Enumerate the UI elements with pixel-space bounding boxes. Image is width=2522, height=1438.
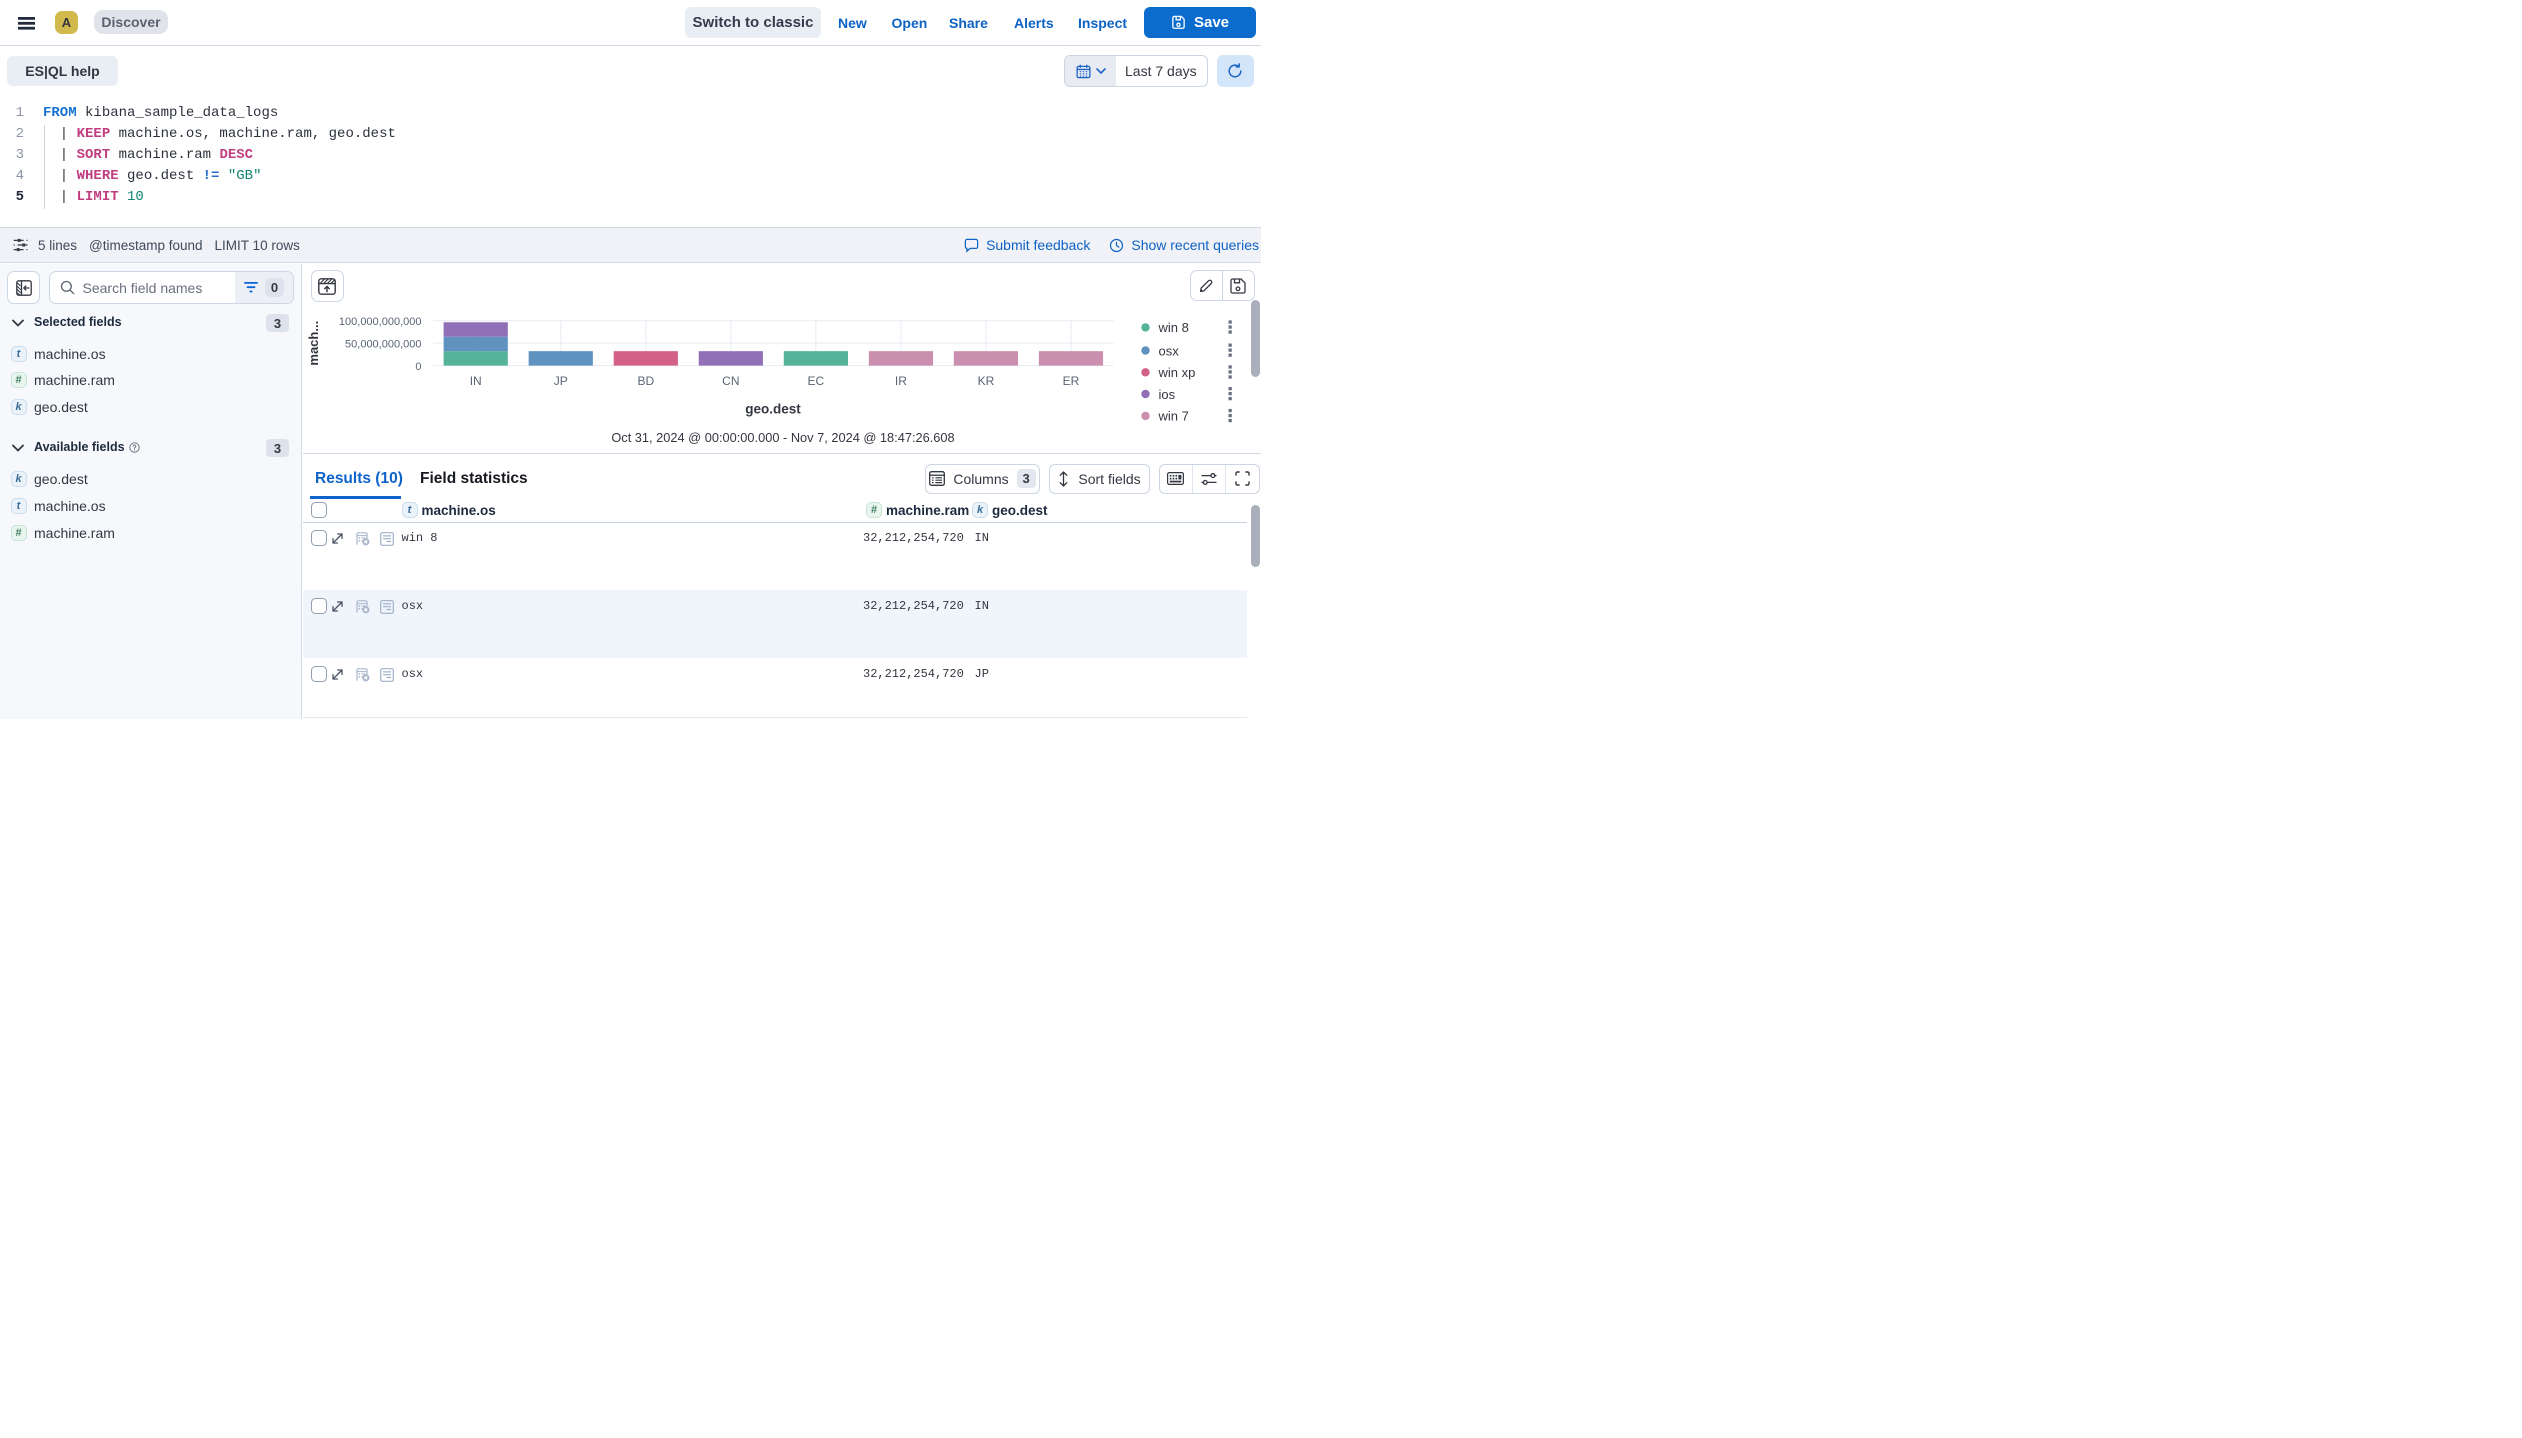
svg-text:mach...: mach... [306, 321, 321, 366]
svg-text:EC: EC [808, 374, 825, 388]
svg-text:CN: CN [722, 374, 739, 388]
svg-text:100,000,000,000: 100,000,000,000 [339, 316, 422, 328]
svg-text:BD: BD [637, 374, 654, 388]
svg-text:ER: ER [1063, 374, 1080, 388]
svg-text:IN: IN [470, 374, 482, 388]
svg-text:win 7: win 7 [1158, 409, 1189, 424]
svg-text:50,000,000,000: 50,000,000,000 [345, 338, 421, 350]
svg-text:geo.dest: geo.dest [745, 402, 801, 417]
svg-text:0: 0 [415, 361, 421, 373]
svg-text:win xp: win xp [1158, 365, 1196, 380]
svg-text:Oct 31, 2024 @ 00:00:00.000 -: Oct 31, 2024 @ 00:00:00.000 - Nov 7, 202… [611, 430, 954, 445]
svg-text:ios: ios [1159, 387, 1176, 402]
svg-text:JP: JP [554, 374, 568, 388]
svg-text:KR: KR [978, 374, 995, 388]
svg-text:IR: IR [895, 374, 907, 388]
svg-text:osx: osx [1159, 343, 1180, 358]
svg-text:win 8: win 8 [1158, 320, 1189, 335]
